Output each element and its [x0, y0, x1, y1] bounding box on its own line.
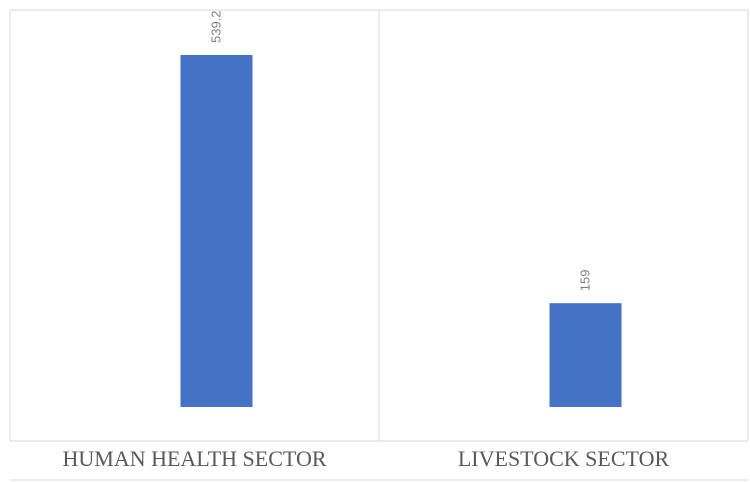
- data-label-livestock-sector: 159: [578, 269, 593, 291]
- plot-frame: [9, 9, 749, 481]
- category-label-human-health-sector: HUMAN HEALTH SECTOR: [62, 446, 326, 471]
- category-label-livestock-sector: LIVESTOCK SECTOR: [458, 446, 670, 471]
- bar-group: [180, 55, 622, 407]
- data-label-human-health-sector: 539.2: [209, 10, 224, 43]
- bar-human-health-sector: [180, 55, 253, 407]
- data-label-group: 539.2 159: [209, 10, 593, 291]
- bar-livestock-sector: [549, 303, 622, 407]
- category-label-group: HUMAN HEALTH SECTOR LIVESTOCK SECTOR: [62, 446, 669, 471]
